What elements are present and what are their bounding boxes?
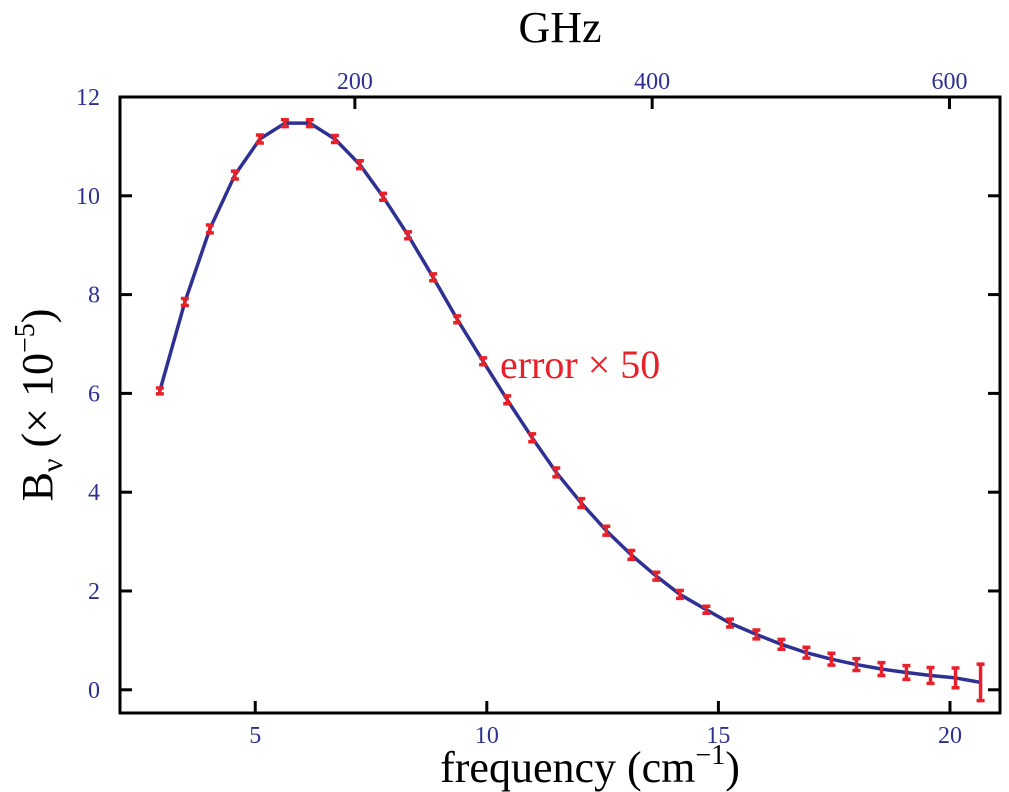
error-bar [777, 637, 786, 652]
error-bar [926, 665, 935, 686]
y-tick-label: 2 [88, 579, 100, 605]
error-bar [255, 133, 264, 145]
error-bar [877, 660, 886, 678]
error-bar [902, 663, 911, 682]
x-tick-label: 5 [249, 723, 261, 749]
error-bar [180, 296, 189, 308]
y-label-part: (× 10 [13, 353, 62, 458]
error-bar [528, 432, 537, 444]
x-label-part: frequency (cm [440, 743, 695, 792]
error-bar [429, 272, 438, 283]
error-bar [976, 662, 985, 703]
y-axis-label: Bν (× 10−5) [10, 309, 69, 502]
error-bar [379, 191, 388, 202]
error-bar [355, 158, 364, 171]
y-tick-label: 4 [88, 480, 100, 506]
spectrum-line [158, 121, 981, 685]
error-bar [802, 645, 811, 660]
error-bar [752, 628, 761, 641]
x-tick-label: 20 [938, 723, 962, 749]
y-tick-label: 6 [88, 381, 100, 407]
x-tick-label: 10 [475, 723, 499, 749]
x-label-sup: −1 [695, 740, 725, 771]
x-tick-label: 15 [706, 723, 730, 749]
error-bar [725, 617, 734, 629]
y-label-part: ) [13, 309, 62, 324]
error-bar [852, 656, 861, 673]
error-bar [602, 524, 611, 537]
x-axis-label: frequency (cm−1) [440, 740, 740, 792]
annotation: error × 50 [500, 342, 660, 387]
x2-tick-label: 600 [931, 69, 967, 95]
error-bar [675, 588, 684, 601]
error-bar [305, 117, 314, 129]
error-bar [453, 314, 462, 325]
y-tick-label: 8 [88, 283, 100, 309]
error-bar [951, 666, 960, 690]
x2-tick-label: 200 [337, 69, 373, 95]
error-bar [652, 570, 661, 582]
y-tick-label: 0 [88, 678, 100, 704]
plot-frame [118, 95, 1002, 715]
y-label-sup: −5 [10, 323, 41, 353]
y-tick-label: 10 [76, 184, 100, 210]
y-tick-label: 12 [76, 85, 100, 111]
y-label-part: B [13, 472, 62, 501]
error-bar [155, 386, 164, 396]
error-bar [552, 466, 561, 479]
error-bar [330, 133, 339, 145]
x2-tick-label: 400 [634, 69, 670, 95]
error-bar [479, 356, 488, 367]
top-axis-label: GHz [518, 3, 601, 52]
error-bar [230, 169, 239, 181]
error-bar [627, 548, 636, 562]
x-label-part: ) [725, 743, 740, 792]
error-bar [280, 117, 289, 129]
error-bar [702, 604, 711, 615]
error-bar [577, 496, 586, 510]
error-bar [404, 230, 413, 241]
error-bar [205, 223, 214, 235]
error-bar [503, 394, 512, 406]
error-bar [827, 651, 836, 667]
y-label-sub: ν [36, 458, 69, 472]
